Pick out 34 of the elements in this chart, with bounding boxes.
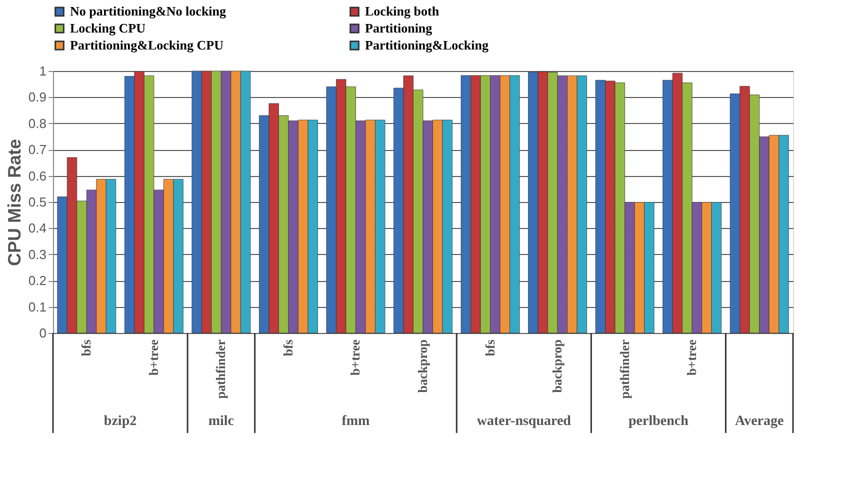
text: Average [735,414,784,429]
y-axis-title: CPU Miss Rate [4,138,24,266]
x-tick-label: backprop [415,340,430,393]
x-tick-label: bfs [78,340,94,356]
x-tick-label: backprop [550,340,565,393]
x-tick-label: b+tree [146,339,161,376]
y-tick-label: 0.9 [28,90,46,105]
x-tick-label: pathfinder [616,339,632,399]
legend-label: No partitioning&No locking [70,4,227,19]
y-tick-label: 0.7 [28,142,46,158]
y-tick-label: 0.5 [28,194,46,210]
x-tick-label: bfs [280,340,296,356]
legend-label: Locking CPU [70,20,146,36]
x-tick-label: pathfinder [213,339,228,399]
y-tick-label: 0.4 [28,220,46,236]
text: milc [208,414,234,429]
y-tick-label: 0.6 [28,168,46,184]
text: water-nsquared [476,414,572,429]
legend-label: Partitioning&Locking [365,38,490,52]
x-tick-label: bfs [482,340,498,356]
y-tick-label: 0.3 [28,246,46,262]
text: bzip2 [104,414,137,429]
y-tick-label: 0.1 [28,299,46,314]
y-tick-label: 0.2 [28,273,46,288]
legend-label: Locking both [365,4,440,19]
y-tick-label: 1 [39,64,46,78]
legend-label: Partitioning&Locking CPU [70,38,224,52]
y-tick-label: 0.8 [28,116,46,131]
text: perlbench [628,414,689,429]
text: fmm [342,414,370,429]
x-tick-label: b+tree [684,339,700,376]
y-tick-label: 0 [39,326,46,340]
x-tick-label: b+tree [348,339,363,376]
legend-label: Partitioning [365,20,433,36]
